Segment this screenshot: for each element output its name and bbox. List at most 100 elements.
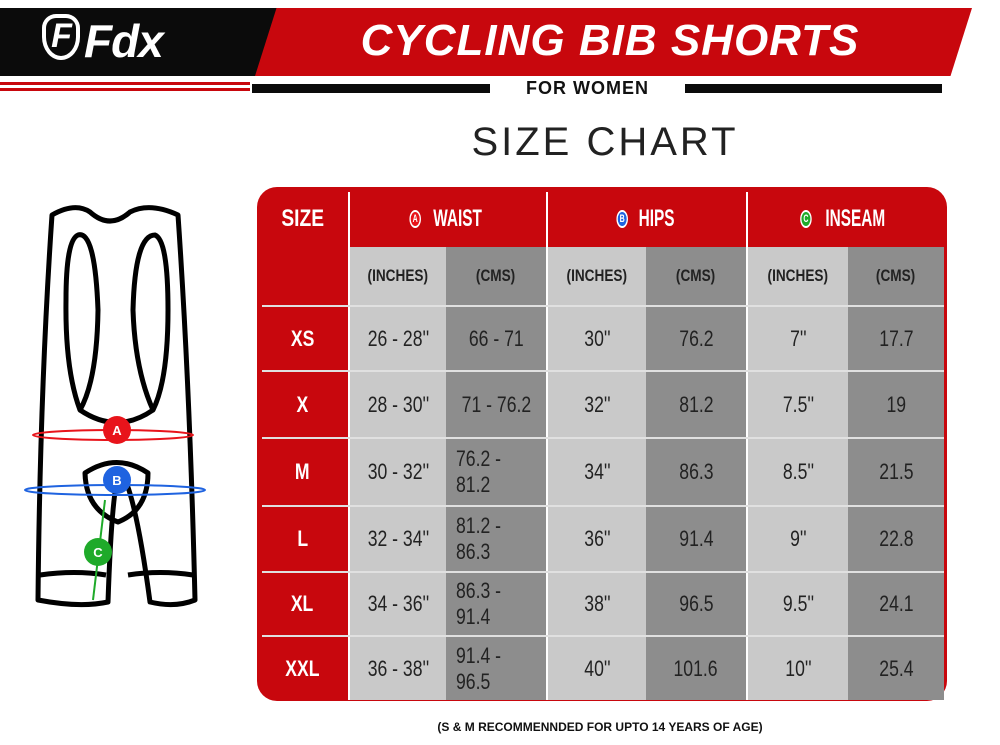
group-header-waist: A WAIST: [350, 190, 546, 247]
table-cell-text: 38'': [583, 591, 611, 616]
table-cell-text: 86.3 - 91.4: [456, 578, 502, 629]
table-cell: 7'': [748, 307, 848, 370]
table-cell: 86.3 - 91.4: [446, 573, 546, 635]
table-cell: 36 - 38'': [350, 637, 446, 700]
table-cell: 76.2: [646, 307, 746, 370]
size-label: XL: [257, 573, 348, 635]
unit-header-text: (CMS): [476, 266, 516, 285]
size-header: SIZE: [257, 190, 348, 247]
table-cell-text: 40'': [583, 655, 611, 681]
table-cell-text: 10'': [784, 655, 812, 681]
size-label-text: M: [295, 459, 310, 484]
table-cell-text: 9.5'': [782, 591, 814, 616]
section-heading: SIZE CHART: [471, 120, 739, 164]
table-cell: 71 - 76.2: [446, 372, 546, 437]
group-header-waist-label: A WAIST: [408, 205, 488, 233]
table-cell: 30'': [548, 307, 646, 370]
table-cell: 32'': [548, 372, 646, 437]
table-cell: 86.3: [646, 439, 746, 505]
size-label-text: XL: [291, 591, 314, 616]
row-divider: [262, 505, 944, 507]
size-label-text: L: [297, 526, 308, 551]
bib-outline: [35, 205, 198, 608]
size-label: XXL: [257, 637, 348, 700]
bib-shorts-diagram: A B C: [24, 205, 206, 608]
left-cuff: [39, 570, 107, 578]
logo-shield-icon: F: [42, 14, 80, 60]
table-cell-text: 91.4: [678, 526, 714, 551]
table-cell: 101.6: [646, 637, 746, 700]
group-header-hips-label: B HIPS: [615, 205, 679, 233]
table-cell-text: 36 - 38'': [367, 655, 429, 681]
size-label-text: X: [296, 391, 309, 417]
table-cell: 7.5'': [748, 372, 848, 437]
left-strap-hole: [63, 232, 101, 413]
column-divider: [746, 192, 748, 700]
group-label: WAIST: [433, 204, 482, 232]
table-cell: 19: [848, 372, 944, 437]
table-cell-text: 34'': [583, 459, 611, 484]
table-cell: 8.5'': [748, 439, 848, 505]
marker-a-icon: [103, 416, 131, 444]
size-label: XS: [257, 307, 348, 370]
unit-header: (INCHES): [748, 247, 848, 305]
unit-header: (INCHES): [548, 247, 646, 305]
unit-header-text: (INCHES): [566, 266, 628, 285]
crotch-panel: [82, 460, 151, 525]
table-cell: 91.4: [646, 507, 746, 571]
table-cell: 76.2 - 81.2: [446, 439, 546, 505]
badge-hips-icon: B: [616, 210, 628, 229]
table-cell-text: 71 - 76.2: [461, 391, 531, 417]
header-banner-red: [255, 8, 972, 76]
table-cell: 17.7: [848, 307, 944, 370]
svg-text:C: C: [93, 545, 103, 560]
table-cell-text: 8.5'': [782, 459, 814, 484]
table-cell: 10'': [748, 637, 848, 700]
table-cell-text: 21.5: [878, 459, 914, 484]
size-label: X: [257, 372, 348, 437]
table-cell: 66 - 71: [446, 307, 546, 370]
row-divider: [262, 370, 944, 372]
marker-c-icon: [84, 538, 112, 566]
brand-logo: F Fdx: [42, 14, 164, 68]
table-cell-text: 30 - 32'': [367, 459, 429, 484]
table-cell-text: 30'': [583, 325, 611, 351]
table-cell: 26 - 28'': [350, 307, 446, 370]
table-cell: 32 - 34'': [350, 507, 446, 571]
unit-header: (INCHES): [350, 247, 446, 305]
table-cell-text: 66 - 71: [468, 325, 524, 351]
table-cell-text: 101.6: [673, 655, 719, 681]
table-cell-text: 76.2: [678, 325, 714, 351]
badge-waist-icon: A: [409, 210, 421, 229]
page-title: CYCLING BIB SHORTS: [360, 16, 860, 65]
table-cell-text: 17.7: [878, 325, 914, 351]
table-cell-text: 81.2: [678, 391, 714, 417]
column-divider: [546, 192, 548, 700]
table-cell-text: 32 - 34'': [367, 526, 429, 551]
subtitle: FOR WOMEN: [490, 78, 685, 99]
table-cell: 91.4 - 96.5: [446, 637, 546, 700]
size-label-text: XXL: [285, 655, 320, 681]
unit-header: (CMS): [848, 247, 944, 305]
row-divider: [262, 437, 944, 439]
row-divider: [262, 571, 944, 573]
table-cell-text: 96.5: [678, 591, 714, 616]
table-cell: 28 - 30'': [350, 372, 446, 437]
unit-header-text: (INCHES): [367, 266, 429, 285]
table-cell: 81.2: [646, 372, 746, 437]
size-header-text: SIZE: [281, 204, 324, 232]
unit-header-text: (CMS): [876, 266, 916, 285]
table-cell-text: 81.2 - 86.3: [456, 513, 502, 564]
group-label: HIPS: [638, 204, 675, 232]
table-cell-text: 25.4: [878, 655, 914, 681]
table-cell: 38'': [548, 573, 646, 635]
group-header-inseam: C INSEAM: [748, 190, 944, 247]
table-cell-text: 9'': [789, 526, 807, 551]
table-cell-text: 32'': [583, 391, 611, 417]
table-cell: 30 - 32'': [350, 439, 446, 505]
table-cell: 36'': [548, 507, 646, 571]
marker-b-icon: [103, 466, 131, 494]
table-cell-text: 91.4 - 96.5: [456, 642, 502, 694]
table-cell: 25.4: [848, 637, 944, 700]
stripe: [0, 88, 250, 91]
